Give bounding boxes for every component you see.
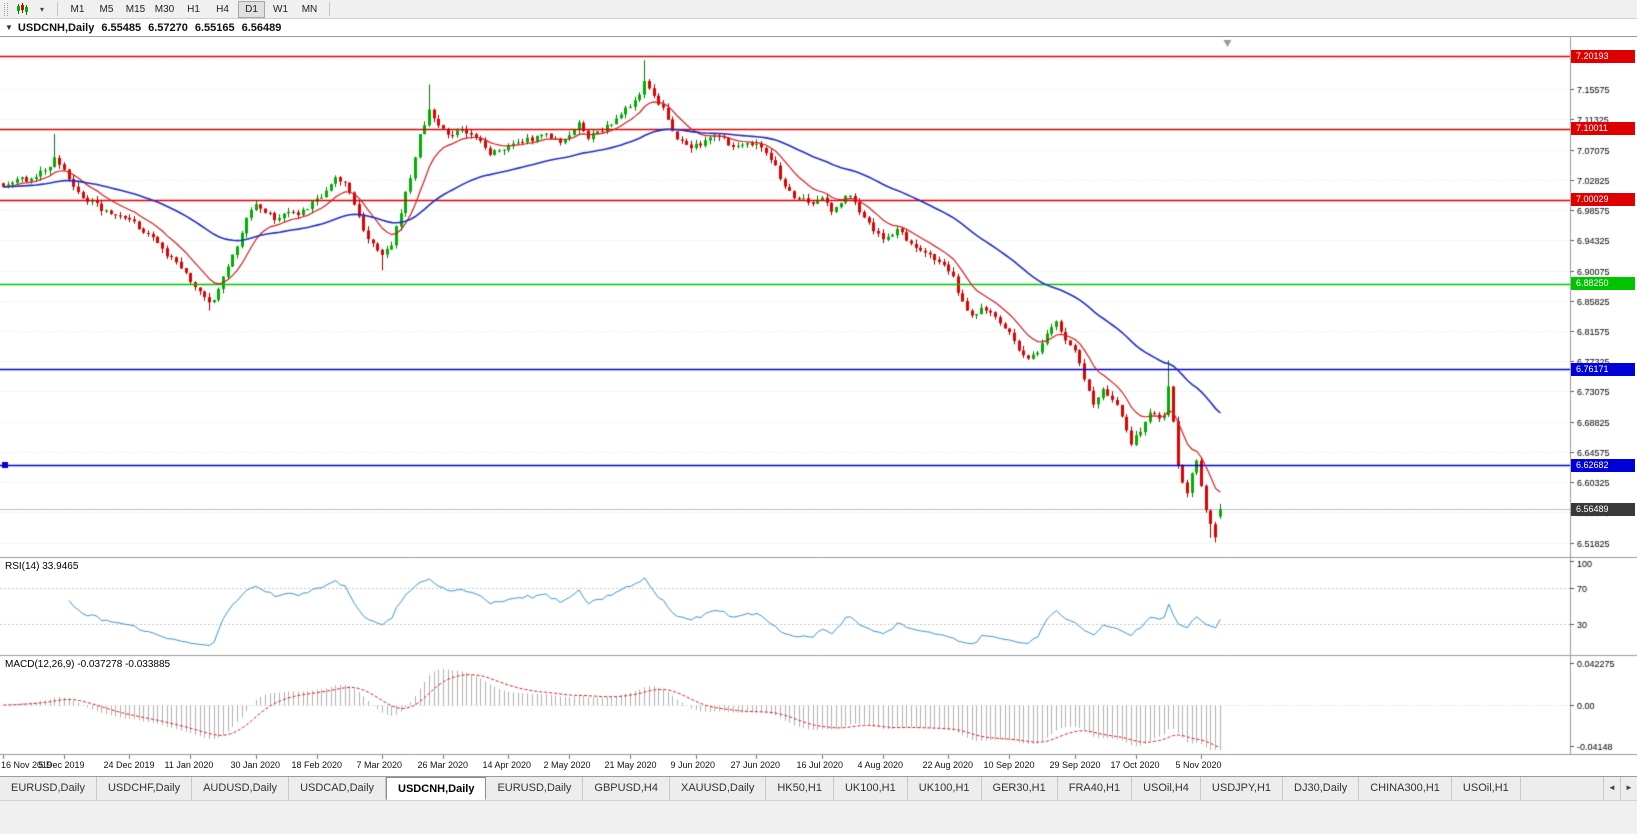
ohlc-close: 6.56489 bbox=[241, 21, 282, 34]
chart-tab[interactable]: UK100,H1 bbox=[908, 777, 982, 800]
timeframe-button-w1[interactable]: W1 bbox=[273, 3, 288, 15]
chart-tab[interactable]: UK100,H1 bbox=[834, 777, 908, 800]
status-bar bbox=[0, 800, 1637, 834]
chart-tab[interactable]: USOil,H4 bbox=[1132, 777, 1201, 800]
chart-tab[interactable]: USDCHF,Daily bbox=[97, 777, 193, 800]
x-axis-date-label: 22 Aug 2020 bbox=[922, 760, 974, 770]
timeframe-button-m15[interactable]: M15 bbox=[125, 3, 146, 15]
price-line-tag[interactable]: 6.76171 bbox=[1571, 362, 1635, 376]
tab-scroll-controls: ◄ ► bbox=[1603, 777, 1637, 800]
chart-tab-active[interactable]: USDCNH,Daily bbox=[386, 777, 487, 800]
timeframe-button-m5[interactable]: M5 bbox=[99, 3, 114, 15]
tab-scroll-right-icon[interactable]: ► bbox=[1620, 777, 1637, 800]
rsi-indicator-label: RSI(14) 33.9465 bbox=[5, 561, 79, 572]
x-axis-date-label: 4 Aug 2020 bbox=[857, 760, 904, 770]
current-price-tag: 6.56489 bbox=[1571, 502, 1635, 516]
toolbar-separator bbox=[57, 2, 58, 16]
chart-tab[interactable]: DJ30,Daily bbox=[1283, 777, 1360, 800]
chart-tab[interactable]: XAUUSD,Daily bbox=[670, 777, 767, 800]
chart-tab[interactable]: EURUSD,Daily bbox=[486, 777, 584, 800]
chart-tab[interactable]: FRA40,H1 bbox=[1058, 777, 1133, 800]
chart-tab[interactable]: USOil,H1 bbox=[1452, 777, 1521, 800]
toolbar-separator bbox=[329, 2, 330, 16]
x-axis-date-label: 9 Jun 2020 bbox=[670, 760, 716, 770]
timeframe-button-h1[interactable]: H1 bbox=[187, 3, 200, 15]
price-line-tag[interactable]: 7.10011 bbox=[1571, 122, 1635, 136]
x-axis-date-label: 16 Jul 2020 bbox=[796, 760, 844, 770]
chart-tab[interactable]: GER30,H1 bbox=[982, 777, 1058, 800]
x-axis-date-label: 17 Oct 2020 bbox=[1110, 760, 1160, 770]
chart-tab[interactable]: HK50,H1 bbox=[766, 777, 834, 800]
x-axis-date-label: 11 Jan 2020 bbox=[164, 760, 214, 770]
ohlc-open: 6.55485 bbox=[101, 21, 142, 34]
timeframe-buttons-group: M1 M5 M15 M30 H1 H4 D1 W1 MN bbox=[63, 0, 324, 18]
price-line-tag[interactable]: 7.00029 bbox=[1571, 193, 1635, 207]
x-axis-date-label: 10 Sep 2020 bbox=[983, 760, 1035, 770]
tab-scroll-left-icon[interactable]: ◄ bbox=[1603, 777, 1620, 800]
x-axis-date-label: 29 Sep 2020 bbox=[1049, 760, 1101, 770]
price-line-tag[interactable]: 7.20193 bbox=[1571, 49, 1635, 63]
chart-type-dropdown-icon[interactable]: ▾ bbox=[39, 4, 44, 14]
x-axis-date-label: 27 Jun 2020 bbox=[730, 760, 781, 770]
price-line-tag[interactable]: 6.62682 bbox=[1571, 458, 1635, 472]
chart-symbol-period: USDCNH,Daily bbox=[17, 21, 95, 34]
collapse-arrow-icon[interactable]: ▼ bbox=[5, 23, 13, 32]
x-axis-date-label: 24 Dec 2019 bbox=[103, 760, 155, 770]
x-axis-date-label: 14 Apr 2020 bbox=[482, 760, 532, 770]
x-axis-date-label: 18 Feb 2020 bbox=[291, 760, 343, 770]
date-axis: 16 Nov 2019 5 Dec 2019 24 Dec 2019 11 Jan 2… bbox=[0, 755, 1570, 776]
macd-indicator-label: MACD(12,26,9) -0.037278 -0.033885 bbox=[5, 659, 171, 670]
x-axis-date-label: 5 Dec 2019 bbox=[38, 760, 85, 770]
timeframe-button-d1[interactable]: D1 bbox=[238, 0, 265, 18]
timeframe-button-h4[interactable]: H4 bbox=[216, 3, 229, 15]
x-axis-date-label: 7 Mar 2020 bbox=[356, 760, 403, 770]
x-axis-date-label: 21 May 2020 bbox=[604, 760, 657, 770]
candlestick-chart-icon[interactable] bbox=[12, 1, 32, 18]
ohlc-low: 6.55165 bbox=[194, 21, 235, 34]
timeframe-toolbar: ▾ M1 M5 M15 M30 H1 H4 D1 W1 MN bbox=[0, 0, 1637, 19]
chart-tab[interactable]: CHINA300,H1 bbox=[1359, 777, 1452, 800]
x-axis-date-label: 5 Nov 2020 bbox=[1175, 760, 1222, 770]
ohlc-high: 6.57270 bbox=[148, 21, 188, 34]
x-axis-date-label: 26 Mar 2020 bbox=[417, 760, 469, 770]
x-axis-date-label: 30 Jan 2020 bbox=[230, 760, 281, 770]
chart-tab[interactable]: EURUSD,Daily bbox=[0, 777, 97, 800]
chart-tab[interactable]: GBPUSD,H4 bbox=[583, 777, 670, 800]
chart-ohlc-header: ▼ USDCNH,Daily 6.55485 6.57270 6.55165 6… bbox=[0, 19, 1637, 37]
timeframe-button-mn[interactable]: MN bbox=[301, 3, 318, 15]
chart-tab[interactable]: USDCAD,Daily bbox=[289, 777, 387, 800]
x-axis-date-label: 16 Nov 2019 bbox=[1, 760, 53, 770]
chart-tab[interactable]: USDJPY,H1 bbox=[1201, 777, 1284, 800]
timeframe-button-m30[interactable]: M30 bbox=[154, 3, 175, 15]
timeframe-button-m1[interactable]: M1 bbox=[70, 3, 85, 15]
chart-tab[interactable]: AUDUSD,Daily bbox=[192, 777, 290, 800]
x-axis-date-label: 2 May 2020 bbox=[543, 760, 591, 770]
chart-tab-bar: EURUSD,Daily USDCHF,Daily AUDUSD,Daily USDC… bbox=[0, 776, 1637, 800]
price-line-tag[interactable]: 6.88250 bbox=[1571, 277, 1635, 291]
toolbar-grip[interactable] bbox=[4, 2, 8, 16]
